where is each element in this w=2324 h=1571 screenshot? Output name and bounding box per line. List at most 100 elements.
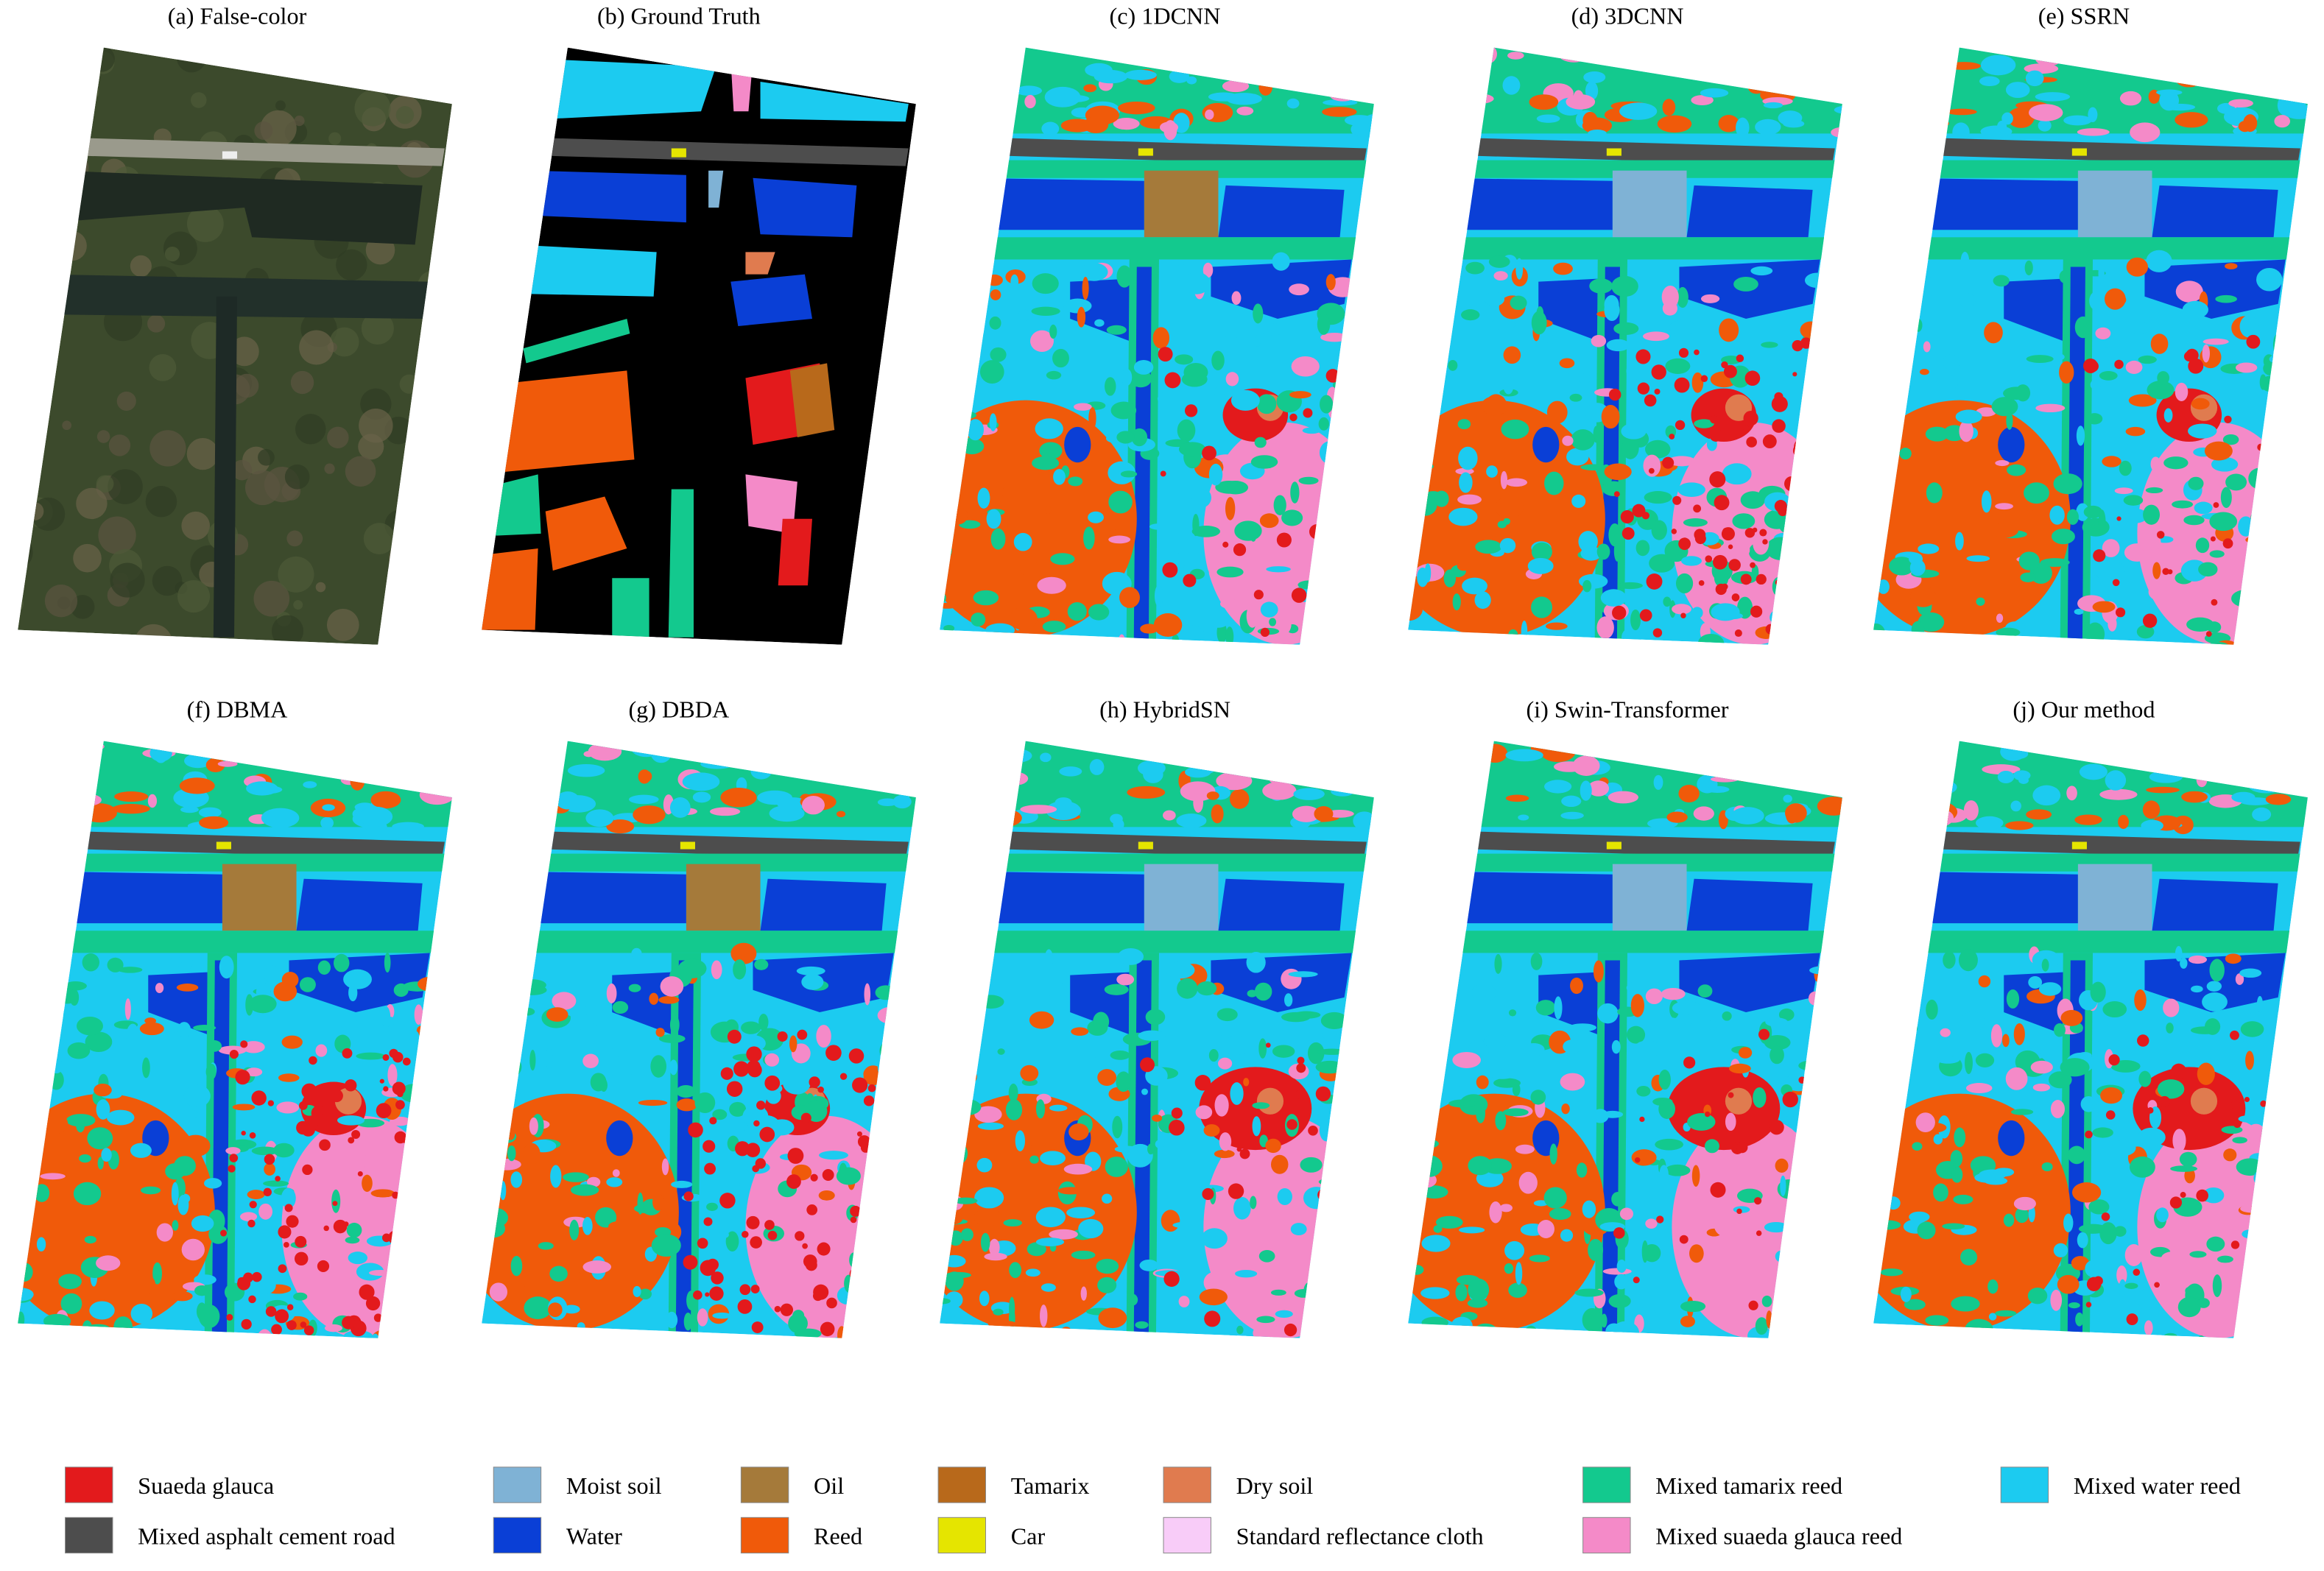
class-blob [1250,455,1278,469]
class-blob [395,1246,404,1271]
class-blob [1508,1009,1517,1017]
class-blob [1621,436,1639,459]
class-blob [34,1184,50,1202]
class-blob [1008,1083,1018,1102]
class-blob [2134,989,2147,1012]
class-blob [1349,1144,1372,1154]
class-blob [1899,448,1912,460]
class-blob [1312,637,1334,645]
class-blob [1484,292,1505,307]
class-blob [1303,48,1334,60]
class-blob [2263,361,2278,375]
class-blob [942,1254,966,1268]
class-blob [2255,538,2270,551]
class-blob [1873,519,1879,526]
class-blob [2083,505,2103,518]
class-blob [1873,462,1886,484]
class-blob [1074,403,1092,411]
class-blob [968,795,1000,813]
class-blob [2287,978,2306,986]
class-blob [531,765,552,780]
class-blob [1129,745,1149,752]
class-blob [1560,1073,1585,1091]
class-blob [1292,805,1320,822]
class-blob [2006,412,2013,430]
class-blob [1222,80,1250,93]
class-noise [822,1169,834,1181]
class-car [1138,148,1153,156]
class-blob [904,1171,916,1184]
class-blob [1443,640,1468,645]
class-blob [1219,599,1240,609]
class-blob [628,794,659,805]
class-car [216,841,231,850]
class-blob [1197,981,1217,996]
class-blob [1540,1301,1559,1309]
class-noise [1308,1125,1318,1136]
class-blob [1314,85,1340,96]
class-blob [2280,401,2304,422]
class-soil [2077,864,2152,931]
class-blob [1200,763,1215,774]
class-blob [67,1042,91,1059]
class-blob [2191,985,2203,993]
class-noise [2167,569,2173,575]
class-blob [97,1157,104,1170]
class-noise [1765,624,1776,635]
class-blob [1096,1258,1119,1274]
class-blob [1643,454,1661,477]
class-blob [1700,294,1720,303]
class-blob [1925,276,1932,299]
class-blob [1322,107,1357,117]
class-blob [1759,67,1797,85]
class-blob [1530,1090,1546,1105]
class-noise [2188,358,2204,374]
class-blob [2189,1251,2207,1258]
class-blob [1256,47,1283,62]
class-blob [1604,463,1632,481]
class-blob [1885,766,1904,786]
class-blob [1149,523,1168,530]
class-noise [1758,1028,1770,1040]
class-blob [2253,621,2268,638]
class-noise [1228,1183,1244,1199]
class-blob [984,1252,1007,1261]
class-blob [172,1220,179,1231]
class-blob [1932,746,1945,758]
class-blob [538,1242,554,1250]
class-blob [1183,362,1208,382]
class-noise [1728,544,1733,550]
class-blob [1442,1021,1449,1045]
class-blob [1953,1194,1973,1204]
class-blob [1178,1296,1190,1307]
class-blob [1831,546,1842,565]
class-blob [1524,1325,1538,1338]
class-blob [1483,1034,1509,1049]
class-noise [1792,443,1808,458]
class-blob [1909,559,1926,576]
class-blob [258,1203,273,1220]
class-blob [1917,1221,1936,1240]
class-noise [1679,1235,1689,1244]
class-blob [1225,372,1239,386]
class-blob [1408,631,1411,645]
class-noise [1648,467,1655,474]
class-noise [1784,476,1800,492]
class-noise [1700,375,1708,382]
class-blob [1810,520,1837,537]
class-blob [18,1107,31,1129]
class-blob [1353,638,1366,645]
class-blob [1772,79,1800,92]
class-blob [692,791,711,803]
class-blob [1903,791,1926,802]
class-blob [1443,94,1470,102]
class-blob [1159,121,1179,133]
class-blob [2283,104,2308,119]
photo-texture [324,463,335,474]
class-blob [58,1274,82,1290]
class-blob [1616,1259,1627,1273]
class-blob [18,1263,33,1282]
class-blob [1950,1150,1963,1168]
class-blob [2157,1079,2185,1099]
